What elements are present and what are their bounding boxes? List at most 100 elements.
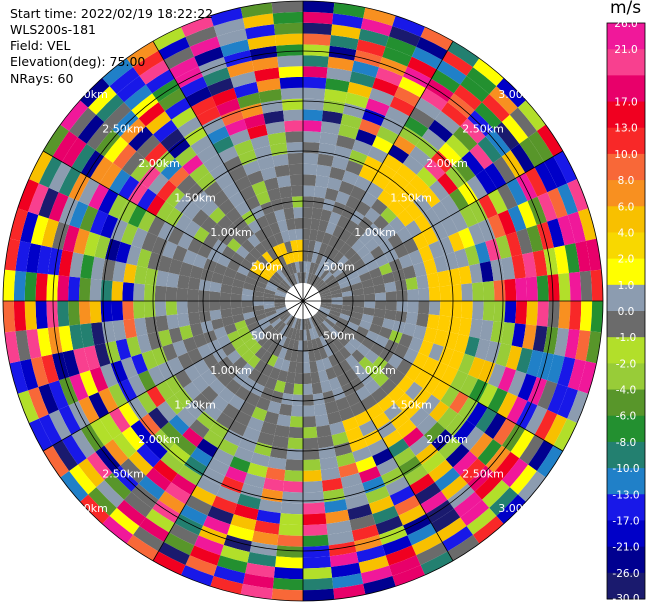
velocity-cell [311,263,320,275]
velocity-cell [344,247,357,260]
velocity-cell [352,258,366,271]
velocity-cell [345,160,364,176]
velocity-cell [89,301,102,324]
velocity-cell [420,551,453,576]
velocity-cell [37,327,52,357]
velocity-cell [392,565,426,587]
velocity-cell [276,545,303,558]
velocity-cell [405,381,423,401]
velocity-cell [342,295,354,301]
velocity-cell [475,407,498,433]
velocity-cell [153,119,178,143]
velocity-cell [489,86,518,115]
velocity-cell [329,327,341,339]
velocity-cell [415,137,439,159]
velocity-cell [58,167,81,197]
velocity-cell [111,301,124,322]
velocity-cell [332,363,345,377]
velocity-cell [27,183,49,215]
velocity-cell [464,245,480,266]
velocity-cell [17,390,39,424]
velocity-cell [294,318,300,330]
velocity-cell [396,163,417,183]
colorbar-swatch [607,153,645,181]
velocity-cell [153,26,186,51]
velocity-cell [326,315,338,325]
velocity-cell [58,325,74,353]
azimuth-spoke [302,300,564,452]
velocity-cell [414,369,432,389]
velocity-cell [230,71,257,88]
velocity-cell [217,254,232,268]
velocity-cell [126,534,159,561]
velocity-cell [421,187,441,208]
velocity-cell [123,263,137,284]
velocity-cell [330,306,342,314]
velocity-cell [194,46,224,67]
velocity-cell [99,413,122,440]
velocity-cell [242,282,255,291]
velocity-cell [364,378,381,395]
velocity-cell [80,494,110,524]
velocity-cell [368,267,383,279]
velocity-cell [327,530,355,546]
velocity-cell [363,285,375,295]
velocity-cell [547,187,568,219]
velocity-cell [333,350,346,364]
velocity-cell [245,195,261,211]
velocity-cell [382,271,395,284]
velocity-cell [327,354,340,367]
velocity-cell [242,311,255,320]
velocity-cell [148,172,169,195]
velocity-cell [171,473,197,496]
velocity-cell [442,50,473,76]
velocity-cell [318,445,337,460]
velocity-cell [244,252,258,265]
velocity-cell [160,421,183,444]
velocity-cell [105,340,121,364]
colorbar-tick-label: 13.0 [614,123,637,135]
velocity-cell [339,242,352,256]
velocity-cell [273,357,285,370]
velocity-cell [260,350,273,364]
velocity-cell [329,263,341,275]
range-ring-label: 500m [323,330,355,343]
velocity-cell [303,329,308,341]
velocity-cell [387,438,410,458]
velocity-cell [308,317,315,329]
velocity-cell [207,77,234,97]
velocity-cell [277,219,288,233]
velocity-cell [261,251,274,264]
velocity-cell [365,485,390,504]
velocity-cell [235,200,251,217]
velocity-cell [557,214,576,246]
velocity-cell [431,429,454,452]
range-ring-label: 3.00km [66,502,108,515]
velocity-cell [380,207,397,224]
velocity-cell [157,221,175,241]
velocity-cell [292,394,303,406]
velocity-cell [466,175,488,200]
velocity-cell [71,429,96,459]
velocity-cell [280,87,303,100]
velocity-cell [83,231,101,257]
velocity-cell [153,551,186,576]
velocity-cell [280,502,303,515]
velocity-cell [336,255,349,268]
velocity-cell [345,426,364,442]
velocity-cell [260,166,277,181]
velocity-cell [94,343,111,367]
velocity-wedges [3,1,603,601]
velocity-cell [396,290,408,301]
velocity-cell [394,392,414,412]
velocity-cell [330,288,342,296]
velocity-cell [246,321,260,332]
velocity-cell [289,415,303,428]
velocity-cell [303,480,324,493]
velocity-cell [493,301,506,323]
velocity-cell [216,485,241,504]
range-ring-label: 1.50km [174,192,216,205]
velocity-cell [303,340,309,352]
velocity-cell [38,383,59,415]
velocity-cell [374,301,387,310]
